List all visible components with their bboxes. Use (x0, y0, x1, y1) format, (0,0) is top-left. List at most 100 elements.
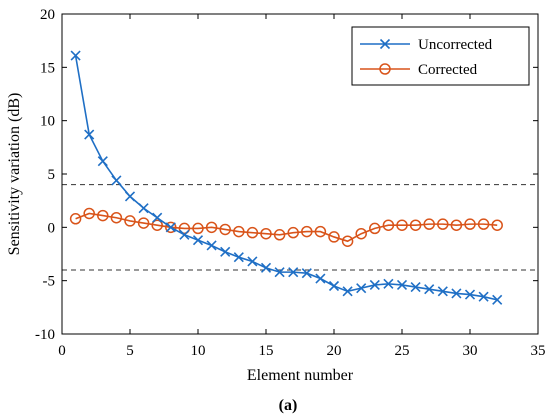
data-point-uncorrected (437, 286, 448, 297)
data-point-uncorrected (424, 284, 435, 295)
marker-stroke (356, 283, 367, 294)
marker-stroke (70, 50, 81, 61)
marker-stroke (410, 282, 421, 293)
data-point-uncorrected (138, 203, 149, 214)
data-point-corrected (260, 227, 272, 240)
y-tick-label: 20 (40, 7, 55, 23)
x-axis-label: Element number (247, 367, 354, 384)
series-corrected (69, 207, 503, 247)
marker-stroke (492, 294, 503, 305)
data-point-uncorrected (410, 282, 421, 293)
marker-stroke (288, 267, 299, 278)
axis-ticks: 0 5 10 15 20 25 30 35 -10 -5 0 5 10 15 20 (35, 7, 546, 359)
legend: Uncorrected Corrected (351, 26, 530, 86)
data-point-corrected (124, 215, 136, 227)
data-point-corrected (219, 223, 231, 236)
data-point-corrected (328, 231, 340, 243)
data-point-uncorrected (247, 256, 258, 267)
data-point-corrected (151, 219, 163, 231)
marker-stroke (97, 156, 108, 167)
x-tick-label: 0 (58, 343, 66, 359)
data-point-corrected (341, 235, 354, 247)
legend-label-corrected: Corrected (418, 62, 478, 78)
data-point-uncorrected (152, 212, 163, 223)
data-point-corrected (464, 218, 476, 230)
data-point-corrected (314, 225, 327, 238)
legend-entry-corrected: Corrected (360, 62, 478, 78)
data-point-uncorrected (342, 286, 353, 297)
marker-stroke (369, 279, 380, 290)
data-point-uncorrected (84, 129, 95, 140)
marker-stroke (247, 256, 258, 267)
data-point-corrected (233, 225, 245, 238)
legend-box (351, 26, 530, 86)
data-point-uncorrected (206, 240, 217, 251)
data-point-corrected (83, 207, 95, 220)
legend-marker-uncorrected (379, 38, 391, 50)
marker-stroke (478, 291, 489, 302)
marker-stroke (383, 278, 394, 289)
x-tick-label: 25 (395, 343, 410, 359)
data-point-corrected (178, 222, 191, 235)
data-point-corrected (382, 219, 395, 231)
marker-stroke (437, 286, 448, 297)
series-uncorrected (70, 50, 503, 305)
data-point-uncorrected (396, 279, 408, 290)
x-tick-label: 35 (531, 343, 546, 359)
data-point-uncorrected (492, 294, 503, 305)
data-point-uncorrected (328, 280, 340, 292)
x-tick-label: 15 (259, 343, 274, 359)
data-point-uncorrected (233, 252, 244, 263)
marker-stroke (111, 175, 122, 186)
data-point-uncorrected (315, 273, 326, 284)
marker-stroke (220, 246, 231, 257)
data-point-uncorrected (124, 191, 136, 202)
data-point-uncorrected (220, 246, 231, 257)
marker-stroke (328, 280, 340, 292)
data-point-corrected (423, 218, 435, 230)
data-point-corrected (437, 218, 449, 230)
reference-lines (62, 184, 538, 271)
data-point-uncorrected (383, 278, 394, 289)
marker-stroke (206, 240, 217, 251)
data-point-corrected (273, 229, 286, 241)
data-point-corrected (165, 221, 177, 234)
data-point-uncorrected (464, 289, 476, 300)
x-tick-label: 20 (327, 343, 342, 359)
marker-stroke (342, 286, 353, 297)
series-layer (69, 50, 503, 305)
data-point-corrected (396, 219, 408, 231)
data-point-corrected (192, 222, 204, 235)
data-point-corrected (450, 219, 463, 231)
y-tick-label: 15 (40, 60, 55, 76)
marker-stroke (233, 252, 244, 263)
data-point-uncorrected (451, 288, 462, 299)
legend-label-uncorrected: Uncorrected (418, 37, 493, 53)
data-point-uncorrected (179, 229, 190, 240)
data-point-corrected (301, 225, 313, 238)
series-line-uncorrected (74, 55, 498, 301)
data-point-corrected (287, 226, 299, 239)
y-tick-label: 0 (48, 220, 56, 236)
marker-stroke (424, 284, 435, 295)
data-point-corrected (97, 209, 109, 222)
data-point-uncorrected (274, 267, 285, 278)
data-point-uncorrected (165, 222, 176, 233)
legend-marker-corrected (379, 63, 391, 75)
x-tick-label: 30 (463, 343, 478, 359)
y-axis-label: Sensitivity variation (dB) (6, 93, 23, 256)
marker-stroke (315, 273, 326, 284)
y-tick-label: 5 (48, 167, 56, 183)
marker-stroke (260, 262, 272, 273)
y-tick-label: -10 (35, 327, 55, 343)
data-point-corrected (491, 219, 503, 231)
data-point-corrected (205, 221, 218, 234)
marker-stroke (464, 289, 476, 300)
marker-stroke (274, 267, 285, 278)
data-point-corrected (355, 227, 367, 240)
y-tick-label: 10 (40, 114, 55, 130)
y-tick-label: -5 (43, 274, 56, 290)
legend-entry-uncorrected: Uncorrected (360, 37, 493, 53)
x-tick-label: 5 (126, 343, 134, 359)
